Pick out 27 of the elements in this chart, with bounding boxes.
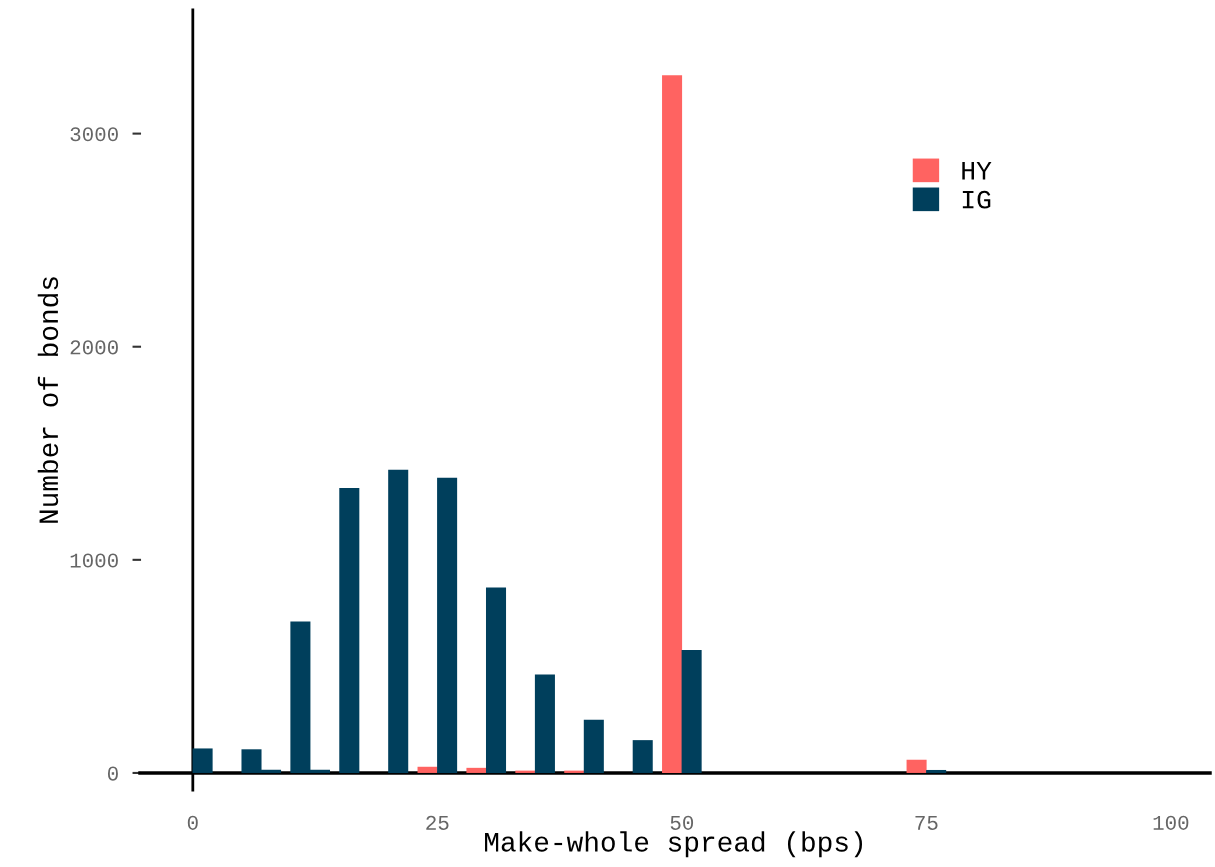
y-tick-label: 2000 xyxy=(70,340,118,355)
y-tick-label: 0 xyxy=(107,766,118,781)
x-tick-label: 75 xyxy=(915,815,938,830)
bar xyxy=(466,767,487,773)
bar xyxy=(534,674,555,773)
bar xyxy=(417,766,438,773)
legend-label: HY xyxy=(962,162,992,180)
x-axis-title: Make-whole spread (bps) xyxy=(485,831,863,858)
x-tick-label: 100 xyxy=(1153,815,1189,830)
bar xyxy=(583,719,604,773)
bar xyxy=(926,769,947,773)
bar xyxy=(388,469,409,773)
y-tick-label: 3000 xyxy=(70,127,118,142)
bar xyxy=(437,477,458,773)
legend-label: IG xyxy=(962,190,991,209)
bar xyxy=(906,759,927,773)
x-tick-label: 25 xyxy=(426,815,449,830)
y-axis-title: Number of bonds xyxy=(37,277,59,523)
bar xyxy=(339,488,360,773)
bar xyxy=(681,649,702,773)
x-tick-label: 50 xyxy=(670,815,694,830)
bar xyxy=(192,748,213,773)
y-tick-label: 1000 xyxy=(70,553,118,568)
x-tick-label: 0 xyxy=(187,815,198,830)
bar xyxy=(662,75,683,773)
bar xyxy=(485,587,507,773)
bar xyxy=(632,740,653,773)
